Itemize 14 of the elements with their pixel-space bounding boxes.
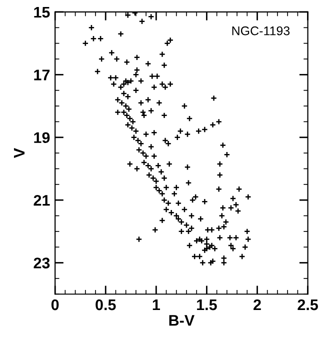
y-tick-label: 21: [34, 194, 50, 206]
y-tick-label: 15: [34, 6, 50, 18]
x-tick-label: 0: [51, 299, 59, 310]
x-tick-label: 2: [254, 299, 261, 310]
y-tick-label: 19: [34, 132, 50, 144]
y-tick-label: 17: [34, 70, 50, 80]
x-tick-label: 1: [152, 300, 160, 310]
annotation: NGC-1193: [232, 26, 290, 36]
x-tick-label: 0.5: [96, 299, 116, 310]
x-axis-title: B-V: [169, 315, 194, 326]
y-tick-label: 23: [34, 258, 50, 268]
y-axis-title: V: [14, 148, 24, 158]
x-tick-label: 1.5: [197, 300, 217, 310]
x-tick-label: 2.5: [298, 299, 318, 310]
